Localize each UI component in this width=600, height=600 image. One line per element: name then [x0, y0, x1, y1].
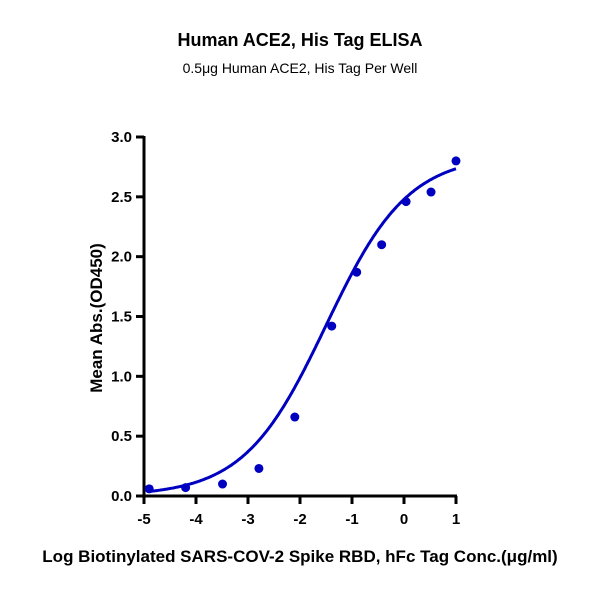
- x-tick-label: -5: [137, 511, 150, 528]
- x-tick-label: 1: [452, 511, 460, 528]
- data-point: [254, 463, 264, 473]
- y-tick-label: 3.0: [111, 129, 132, 146]
- chart-title: Human ACE2, His Tag ELISA: [177, 30, 423, 50]
- data-point: [377, 240, 387, 250]
- data-point: [401, 197, 411, 207]
- y-axis-label: Mean Abs.(OD450): [87, 243, 106, 393]
- data-point: [218, 479, 228, 489]
- data-point: [352, 267, 362, 277]
- x-tick-label: 0: [400, 511, 408, 528]
- data-point: [290, 412, 300, 422]
- x-tick-label: -2: [293, 511, 306, 528]
- x-tick-label: -4: [189, 511, 203, 528]
- data-point: [451, 156, 461, 166]
- data-point: [327, 321, 337, 331]
- data-point: [181, 483, 191, 493]
- x-tick-label: -1: [345, 511, 358, 528]
- data-point: [426, 187, 436, 197]
- x-axis-label: Log Biotinylated SARS-COV-2 Spike RBD, h…: [42, 547, 557, 566]
- chart-subtitle: 0.5μg Human ACE2, His Tag Per Well: [182, 60, 418, 76]
- y-tick-label: 1.5: [111, 309, 132, 326]
- y-tick-label: 0.5: [111, 428, 132, 445]
- data-point: [144, 484, 154, 494]
- fit-curve: [148, 167, 457, 493]
- y-tick-label: 0.0: [111, 488, 132, 505]
- y-tick-label: 2.5: [111, 189, 132, 206]
- y-tick-label: 1.0: [111, 368, 132, 385]
- x-tick-label: -3: [241, 511, 254, 528]
- y-tick-label: 2.0: [111, 249, 132, 266]
